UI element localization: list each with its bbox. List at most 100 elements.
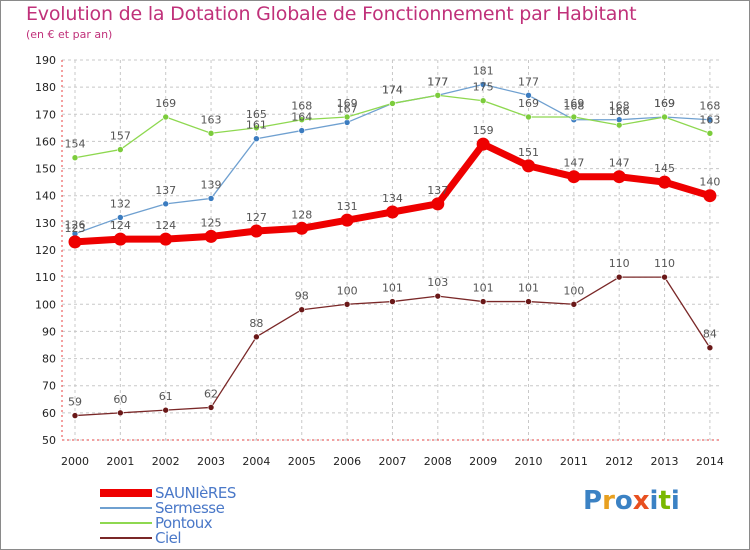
data-point-pontoux bbox=[479, 97, 487, 105]
series-group bbox=[68, 81, 717, 419]
data-point-sermesse bbox=[207, 195, 215, 202]
data-point-sauni-res bbox=[113, 232, 127, 246]
data-label-sauni-res: 127 bbox=[246, 211, 267, 224]
data-label-sauni-res: 131 bbox=[337, 200, 358, 213]
x-tick-label: 2003 bbox=[197, 455, 225, 468]
x-tick-label: 2010 bbox=[515, 455, 543, 468]
data-point-pontoux bbox=[434, 91, 442, 99]
data-point-ciel bbox=[434, 292, 442, 300]
data-point-pontoux bbox=[253, 124, 260, 132]
data-label-sermesse: 161 bbox=[246, 119, 267, 132]
data-label-pontoux: 166 bbox=[609, 105, 630, 118]
data-label-sauni-res: 124 bbox=[110, 219, 131, 232]
data-point-sermesse bbox=[253, 135, 260, 143]
data-label-pontoux: 175 bbox=[473, 81, 494, 94]
legend-item: SAUNIèRES bbox=[100, 484, 300, 502]
data-label-sermesse: 168 bbox=[563, 100, 584, 113]
data-label-sauni-res: 159 bbox=[473, 124, 494, 137]
y-tick-label: 190 bbox=[35, 54, 56, 67]
data-point-ciel bbox=[661, 273, 668, 281]
data-label-ciel: 59 bbox=[68, 396, 82, 409]
y-tick-label: 80 bbox=[42, 353, 56, 366]
data-label-sauni-res: 145 bbox=[654, 162, 675, 175]
data-label-sauni-res: 137 bbox=[427, 184, 448, 197]
y-tick-label: 130 bbox=[35, 217, 56, 230]
data-label-sermesse: 132 bbox=[110, 197, 131, 210]
data-label-ciel: 61 bbox=[159, 390, 173, 403]
data-label-pontoux: 157 bbox=[110, 130, 131, 143]
data-point-ciel bbox=[525, 298, 532, 305]
data-point-sauni-res bbox=[522, 159, 535, 173]
data-label-sauni-res: 123 bbox=[65, 222, 86, 235]
data-point-pontoux bbox=[162, 113, 169, 121]
data-label-ciel: 110 bbox=[654, 257, 675, 270]
x-tick-label: 2014 bbox=[696, 455, 724, 468]
data-label-pontoux: 169 bbox=[654, 97, 675, 110]
y-tick-label: 150 bbox=[35, 163, 56, 176]
legend-item: Pontoux bbox=[100, 514, 300, 532]
data-label-sermesse: 139 bbox=[201, 178, 222, 191]
y-tick-label: 110 bbox=[35, 271, 56, 284]
data-label-pontoux: 169 bbox=[155, 97, 176, 110]
data-label-sermesse: 181 bbox=[473, 64, 494, 77]
brand-letter: t bbox=[658, 486, 671, 516]
data-point-ciel bbox=[706, 344, 714, 352]
data-label-sermesse: 168 bbox=[699, 100, 720, 113]
brand-letter: P bbox=[583, 486, 603, 516]
x-tick-label: 2012 bbox=[605, 455, 633, 468]
data-label-sermesse: 177 bbox=[518, 75, 539, 88]
legend-swatch bbox=[100, 522, 152, 524]
y-tick-label: 60 bbox=[42, 407, 56, 420]
data-label-pontoux: 163 bbox=[201, 113, 222, 126]
data-point-pontoux bbox=[343, 113, 351, 121]
data-label-ciel: 100 bbox=[563, 284, 584, 297]
x-tick-label: 2005 bbox=[288, 455, 316, 468]
y-tick-label: 120 bbox=[35, 244, 56, 257]
data-label-ciel: 98 bbox=[295, 290, 309, 303]
data-point-ciel bbox=[207, 404, 215, 411]
data-label-ciel: 100 bbox=[337, 284, 358, 297]
data-point-sauni-res bbox=[658, 175, 672, 189]
data-point-sermesse bbox=[343, 119, 351, 126]
data-label-ciel: 103 bbox=[427, 276, 448, 289]
data-label-pontoux: 169 bbox=[518, 97, 539, 110]
x-tick-label: 2011 bbox=[560, 455, 588, 468]
data-label-sauni-res: 125 bbox=[201, 216, 222, 229]
data-label-pontoux: 154 bbox=[65, 138, 86, 151]
data-label-pontoux: 177 bbox=[427, 75, 448, 88]
data-point-sauni-res bbox=[703, 189, 717, 203]
data-label-ciel: 88 bbox=[249, 317, 263, 330]
legend-swatch bbox=[100, 537, 152, 539]
data-label-sauni-res: 140 bbox=[699, 176, 720, 189]
data-point-sermesse bbox=[298, 127, 306, 134]
data-label-sermesse: 174 bbox=[382, 83, 403, 96]
data-label-sermesse: 126 bbox=[65, 219, 86, 232]
y-tick-label: 70 bbox=[42, 380, 56, 393]
data-label-ciel: 101 bbox=[473, 282, 494, 295]
data-point-sauni-res bbox=[431, 197, 445, 211]
data-point-pontoux bbox=[389, 100, 396, 107]
legend-label: SAUNIèRES bbox=[155, 484, 236, 502]
chart-subtitle: (en € et par an) bbox=[26, 28, 113, 41]
data-point-sauni-res bbox=[295, 221, 309, 235]
data-label-sauni-res: 128 bbox=[291, 208, 312, 221]
data-label-sermesse: 177 bbox=[427, 75, 448, 88]
y-tick-label: 170 bbox=[35, 108, 56, 121]
data-point-sauni-res bbox=[612, 170, 626, 184]
data-point-pontoux bbox=[525, 113, 532, 121]
x-tick-label: 2004 bbox=[242, 455, 270, 468]
data-label-sauni-res: 124 bbox=[155, 219, 176, 232]
data-point-ciel bbox=[615, 273, 623, 281]
data-point-pontoux bbox=[117, 146, 124, 153]
brand-letter: o bbox=[614, 486, 633, 516]
data-point-sermesse bbox=[162, 200, 169, 208]
data-point-sauni-res bbox=[249, 224, 263, 238]
data-label-pontoux: 168 bbox=[291, 100, 312, 113]
brand-letter: i bbox=[670, 486, 680, 516]
data-point-ciel bbox=[389, 298, 396, 305]
data-point-ciel bbox=[479, 298, 487, 305]
data-point-ciel bbox=[71, 412, 79, 419]
data-point-pontoux bbox=[207, 129, 215, 137]
data-label-ciel: 60 bbox=[113, 393, 127, 406]
data-point-pontoux bbox=[570, 113, 578, 121]
